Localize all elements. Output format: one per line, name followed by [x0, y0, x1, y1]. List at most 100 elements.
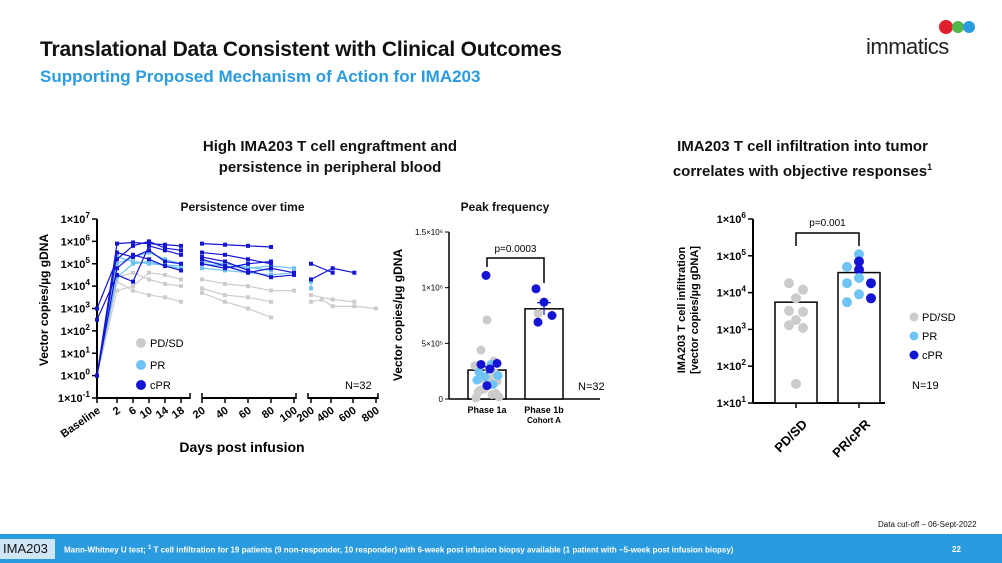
chart1-data-point: [309, 286, 313, 291]
chart1-data-point: [115, 272, 119, 277]
chart3-y-tick-label: 1×101: [717, 395, 747, 410]
chart1-data-point: [292, 288, 296, 293]
chart3-y-tick-label: 1×106: [717, 211, 747, 226]
chart3-y-label-line2: [vector copies/µg gDNA]: [689, 246, 701, 374]
chart3-legend-marker-cpr: [909, 350, 919, 360]
chart1-data-point: [131, 255, 135, 260]
chart1-series-line: [96, 245, 182, 320]
chart3-y-tick-label: 1×104: [717, 285, 747, 300]
chart1-data-point: [200, 257, 204, 262]
chart2-data-point: [491, 388, 501, 398]
chart3-pvalue-bracket: [795, 232, 860, 246]
chart1-data-point: [179, 248, 183, 253]
chart1-data-point: [269, 268, 273, 273]
chart1-data-point: [179, 299, 183, 304]
chart1-y-tick-label: 1×102: [61, 323, 91, 338]
chart2-data-point: [472, 375, 482, 385]
chart1-data-point: [246, 270, 250, 275]
chart1-x-tick-label: 2: [111, 405, 123, 418]
chart1-data-point: [179, 252, 183, 257]
left-section-title-line1: High IMA203 T cell engraftment and: [202, 138, 458, 155]
chart3-data-point: [854, 249, 864, 260]
chart1-data-point: [246, 306, 250, 311]
chart1-y-tick-label: 1×100: [61, 368, 91, 383]
chart1-x-tick-label: 60: [237, 405, 254, 422]
chart1-series-line: [310, 263, 333, 274]
chart3-data-point: [784, 305, 794, 316]
chart1-data-point: [223, 252, 227, 257]
chart2-annotation: N=32: [578, 381, 605, 393]
chart3-data-point: [854, 272, 864, 283]
chart1-series-line: [201, 251, 272, 265]
chart2-data-point: [492, 358, 502, 368]
chart3-y-tick-label: 1×105: [717, 248, 747, 263]
chart1-data-point: [95, 373, 99, 378]
chart1-x-tick-label: 18: [170, 405, 187, 422]
chart3-legend-label: cPR: [922, 350, 943, 362]
chart1-data-point: [330, 266, 335, 271]
footer-note: Mann-Whitney U test; 1 T cell infiltrati…: [64, 545, 733, 555]
chart1-data-point: [292, 272, 296, 277]
chart2-title: Peak frequency: [460, 200, 550, 214]
chart1-data-point: [246, 268, 250, 273]
chart3-x-tick-label: PR/cPR: [829, 416, 873, 460]
chart2-data-point: [531, 284, 541, 294]
chart2-data-point: [471, 393, 481, 403]
chart3-data-point: [842, 261, 852, 272]
chart1-series-line: [201, 292, 272, 319]
chart1-data-point: [131, 259, 135, 264]
chart1-data-point: [223, 266, 227, 271]
footer-bar: [0, 534, 1002, 563]
chart1-data-point: [309, 277, 313, 282]
chart3-data-point: [791, 315, 801, 326]
chart1-data-point: [163, 246, 167, 251]
chart1-data-point: [269, 275, 273, 280]
footer-note-pre: Mann-Whitney U test;: [64, 545, 148, 555]
chart1-data-point: [269, 263, 273, 268]
chart1-series-line: [96, 240, 182, 309]
chart3-legend-marker-pr: [909, 331, 919, 341]
chart1-legend-marker-pdsd: [136, 338, 146, 348]
chart1-data-point: [179, 243, 183, 248]
chart1-data-point: [246, 295, 250, 300]
chart2-data-point: [533, 317, 543, 327]
chart3-data-point: [854, 289, 864, 300]
chart1-data-point: [131, 243, 135, 248]
chart3-legend-label: PD/SD: [922, 312, 956, 324]
chart1-data-point: [131, 252, 135, 257]
chart1-series-line: [96, 272, 182, 376]
chart1-data-point: [115, 241, 119, 246]
chart1-y-tick-label: 1×105: [61, 256, 91, 271]
chart1-data-point: [269, 272, 273, 277]
chart2-data-point: [547, 311, 557, 320]
chart1-data-point: [223, 259, 227, 264]
chart2-y-tick-label: 1.5×10⁶: [415, 228, 443, 237]
chart3-legend-label: PR: [922, 331, 937, 343]
chart1-data-point: [147, 293, 151, 298]
logo-dots-icon: [939, 20, 975, 34]
chart1-data-point: [115, 261, 119, 266]
chart3-data-point: [854, 256, 864, 267]
chart1-data-point: [374, 306, 378, 311]
chart1-data-point: [115, 255, 119, 260]
chart1-data-point: [147, 277, 151, 282]
chart2-y-label: Vector copies/µg gDNA: [391, 249, 405, 382]
chart1-legend-marker-cpr: [136, 380, 146, 390]
chart1-x-tick-label: 40: [214, 405, 231, 422]
chart3-data-point: [791, 293, 801, 304]
chart1-x-tick-label: 10: [138, 405, 155, 422]
right-section-title-text: correlates with objective responses: [672, 163, 928, 180]
chart1-y-tick-label: 1×103: [61, 301, 91, 316]
chart1-data-point: [131, 279, 135, 284]
chart1-data-point: [200, 259, 204, 264]
chart1-x-tick-label: 20: [191, 405, 208, 422]
chart3-data-point: [842, 297, 852, 308]
chart1-data-point: [147, 241, 151, 246]
chart3-data-point: [866, 293, 876, 304]
chart2-data-point: [482, 315, 492, 325]
chart1-y-tick-label: 1×10-1: [58, 390, 91, 405]
chart2-data-point: [533, 308, 543, 318]
chart2-data-point: [480, 372, 490, 382]
